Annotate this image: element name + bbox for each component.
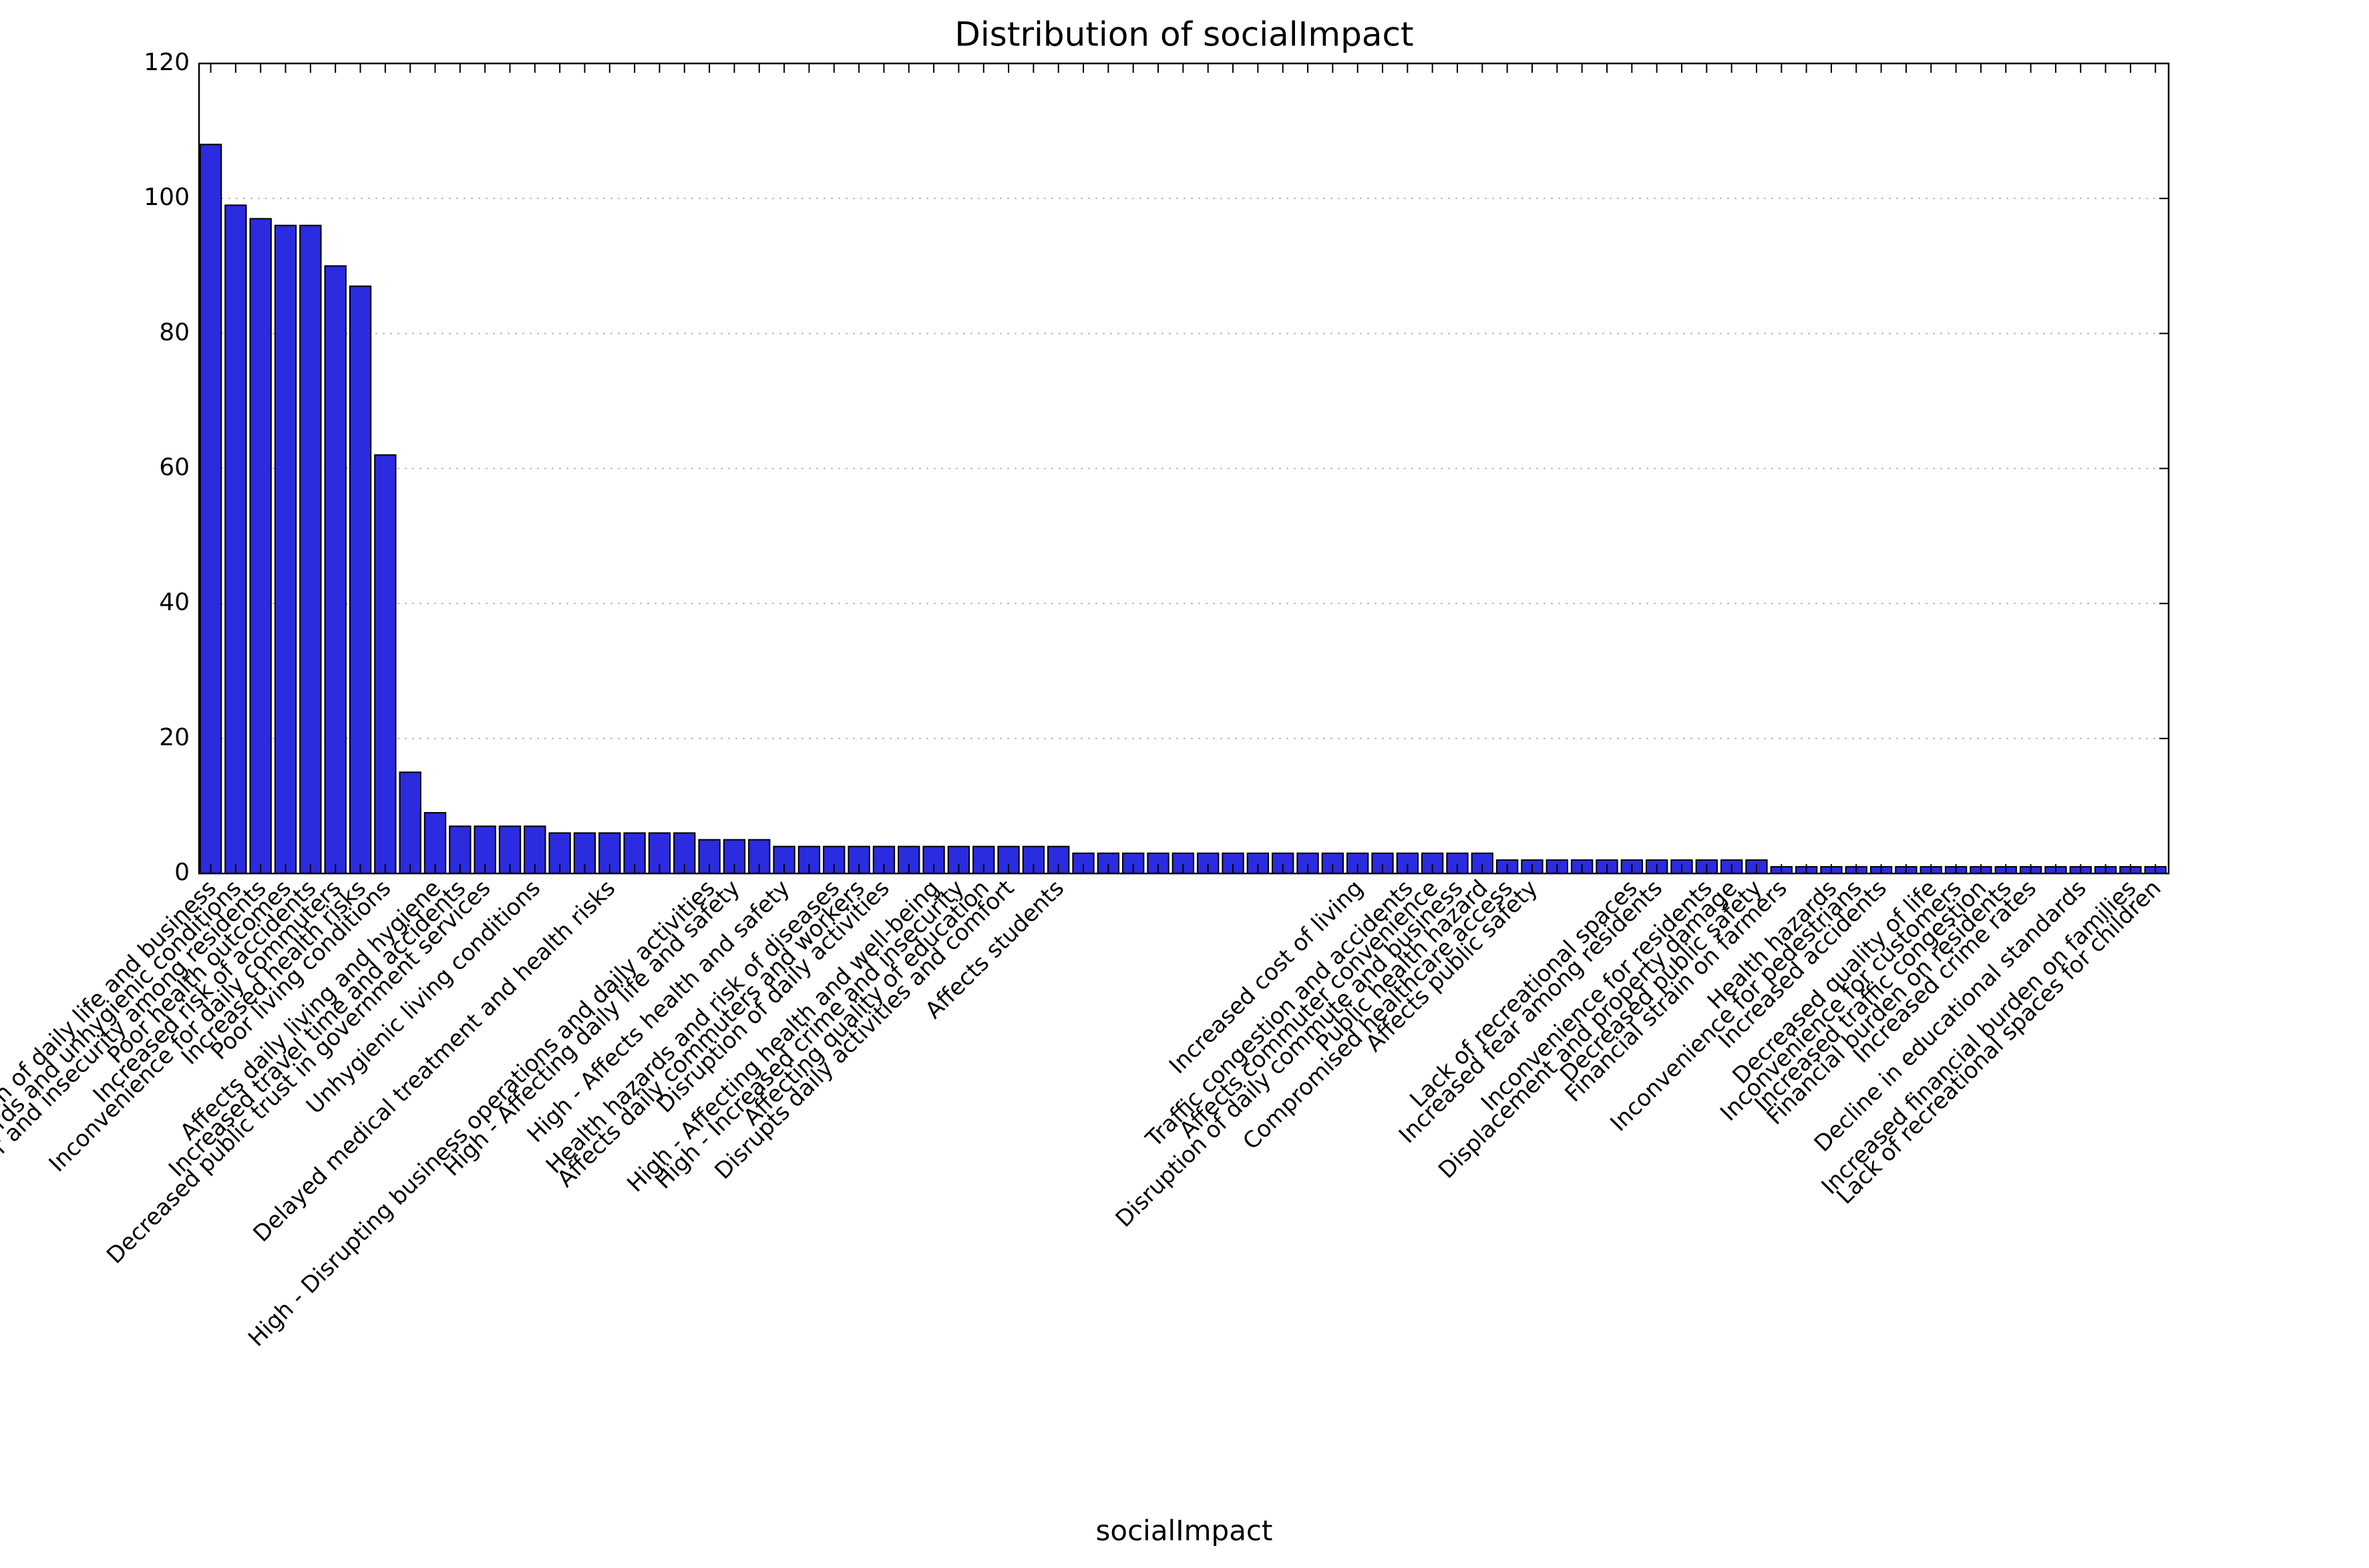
bar	[1147, 852, 1169, 875]
y-tick-label: 60	[159, 454, 190, 481]
bar	[374, 454, 397, 874]
bar	[349, 285, 372, 874]
bar	[324, 265, 347, 874]
bar	[299, 224, 322, 875]
bar	[423, 812, 447, 875]
bar	[399, 771, 421, 874]
bar	[249, 218, 272, 875]
y-tick-label: 120	[144, 49, 190, 76]
bar	[274, 224, 297, 875]
chart-title: Distribution of socialImpact	[954, 15, 1413, 54]
bar	[598, 832, 621, 874]
y-tick-label: 100	[144, 184, 190, 211]
plot-frame	[198, 62, 2170, 875]
x-tick-label: Disruption of daily commute and business	[1111, 875, 1469, 1233]
y-tick-label: 80	[159, 319, 190, 346]
y-tick-label: 40	[159, 589, 190, 616]
bar	[224, 204, 247, 874]
bar	[199, 144, 222, 874]
y-tick-label: 20	[159, 724, 190, 751]
y-tick-label: 0	[174, 859, 190, 886]
bar	[748, 839, 771, 875]
x-axis-label: socialImpact	[1095, 1515, 1272, 1547]
